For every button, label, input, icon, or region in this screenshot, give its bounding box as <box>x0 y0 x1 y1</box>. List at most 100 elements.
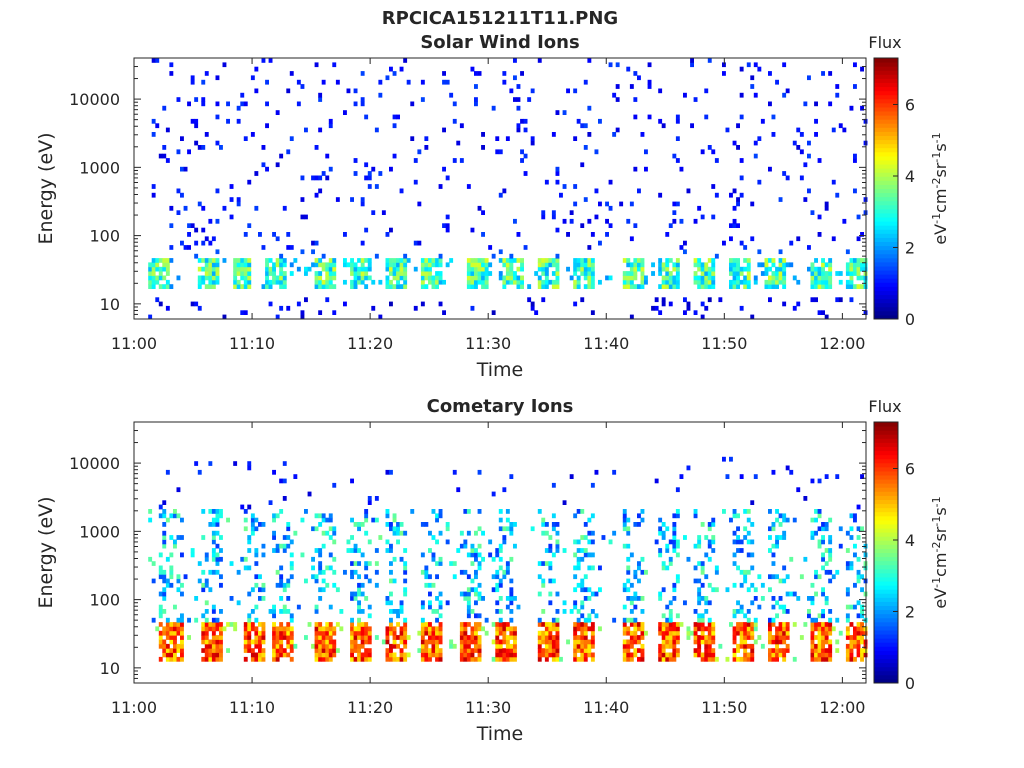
heatmap-cell <box>838 123 843 129</box>
heatmap-cell <box>729 279 733 285</box>
heatmap-cell <box>828 548 833 553</box>
heatmap-cell <box>180 591 184 597</box>
heatmap-cell <box>477 591 482 597</box>
heatmap-cell <box>629 596 634 601</box>
heatmap-cell <box>307 266 312 272</box>
heatmap-cell <box>311 565 315 571</box>
heatmap-cell <box>665 543 670 549</box>
heatmap-cell <box>502 652 507 658</box>
heatmap-cell <box>714 192 719 198</box>
heatmap-cell <box>272 513 276 519</box>
heatmap-cell <box>148 271 153 276</box>
heatmap-cell <box>396 279 400 285</box>
heatmap-cell <box>810 210 815 215</box>
heatmap-cell <box>353 635 358 640</box>
heatmap-cell <box>821 587 825 593</box>
heatmap-cell <box>318 513 323 519</box>
heatmap-cell <box>219 630 223 636</box>
heatmap-cell <box>700 266 705 272</box>
heatmap-cell <box>718 643 723 649</box>
heatmap-cell <box>633 622 638 627</box>
heatmap-cell <box>654 297 659 303</box>
heatmap-cell <box>445 79 450 85</box>
heatmap-cell <box>860 284 864 289</box>
heatmap-cell <box>562 548 567 553</box>
heatmap-cell <box>481 279 485 285</box>
heatmap-cell <box>803 496 808 501</box>
heatmap-cell <box>583 275 588 281</box>
heatmap-cell <box>293 474 298 479</box>
heatmap-cell <box>275 258 280 263</box>
heatmap-cell <box>176 487 181 493</box>
heatmap-cell <box>704 643 709 649</box>
heatmap-cell <box>428 275 432 281</box>
heatmap-cell <box>233 271 238 276</box>
heatmap-cell <box>608 223 613 228</box>
heatmap-cell <box>729 223 733 228</box>
heatmap-cell <box>707 652 712 658</box>
heatmap-cell <box>279 275 284 281</box>
heatmap-cell <box>502 275 507 281</box>
heatmap-cell <box>513 543 517 549</box>
heatmap-cell <box>683 297 687 303</box>
heatmap-cell <box>782 648 787 653</box>
heatmap-cell <box>697 643 702 649</box>
heatmap-cell <box>665 271 670 276</box>
heatmap-cell <box>385 522 390 527</box>
heatmap-cell <box>845 648 850 653</box>
heatmap-cell <box>438 253 443 259</box>
heatmap-cell <box>286 543 291 549</box>
heatmap-cell <box>732 284 737 289</box>
heatmap-cell <box>222 314 227 320</box>
heatmap-cell <box>845 652 850 658</box>
heatmap-cell <box>456 140 461 146</box>
heatmap-cell <box>406 79 411 85</box>
heatmap-cell <box>318 97 323 102</box>
heatmap-cell <box>555 617 560 623</box>
heatmap-cell <box>282 582 287 588</box>
heatmap-cell <box>778 626 783 632</box>
heatmap-cell <box>743 284 748 289</box>
heatmap-cell <box>778 630 783 636</box>
heatmap-cell <box>821 630 825 636</box>
heatmap-cell <box>516 232 521 237</box>
heatmap-cell <box>768 297 772 303</box>
heatmap-cell <box>353 101 358 107</box>
heatmap-cell <box>824 279 829 285</box>
heatmap-cell <box>860 648 864 653</box>
heatmap-cell <box>828 626 833 632</box>
heatmap-cell <box>403 548 408 553</box>
heatmap-cell <box>279 509 284 514</box>
heatmap-cell <box>353 275 358 281</box>
heatmap-cell <box>268 271 273 276</box>
heatmap-cell <box>258 630 262 636</box>
heatmap-cell <box>661 530 666 536</box>
heatmap-cell <box>821 526 825 532</box>
heatmap-cell <box>686 556 691 562</box>
heatmap-cell <box>860 105 864 111</box>
heatmap-cell <box>576 626 581 632</box>
heatmap-cell <box>470 652 475 658</box>
heatmap-cell <box>495 600 500 606</box>
heatmap-cell <box>477 509 482 514</box>
heatmap-cell <box>243 630 248 636</box>
heatmap-cell <box>282 275 287 281</box>
heatmap-cell <box>821 266 825 272</box>
heatmap-cell <box>722 456 726 462</box>
heatmap-cell <box>665 284 670 289</box>
heatmap-cell <box>746 630 751 636</box>
heatmap-cell <box>711 535 716 540</box>
heatmap-cell <box>860 66 864 72</box>
heatmap-cell <box>853 153 857 159</box>
heatmap-cell <box>165 158 170 163</box>
heatmap-cell <box>282 543 287 549</box>
heatmap-cell <box>849 526 854 532</box>
heatmap-cell <box>520 118 524 124</box>
heatmap-cell <box>367 639 372 645</box>
heatmap-cell <box>296 604 301 610</box>
heatmap-cell <box>576 548 581 553</box>
heatmap-cell <box>714 656 719 662</box>
heatmap-cell <box>173 635 177 640</box>
heatmap-cell <box>300 552 305 558</box>
heatmap-cell <box>505 639 510 645</box>
